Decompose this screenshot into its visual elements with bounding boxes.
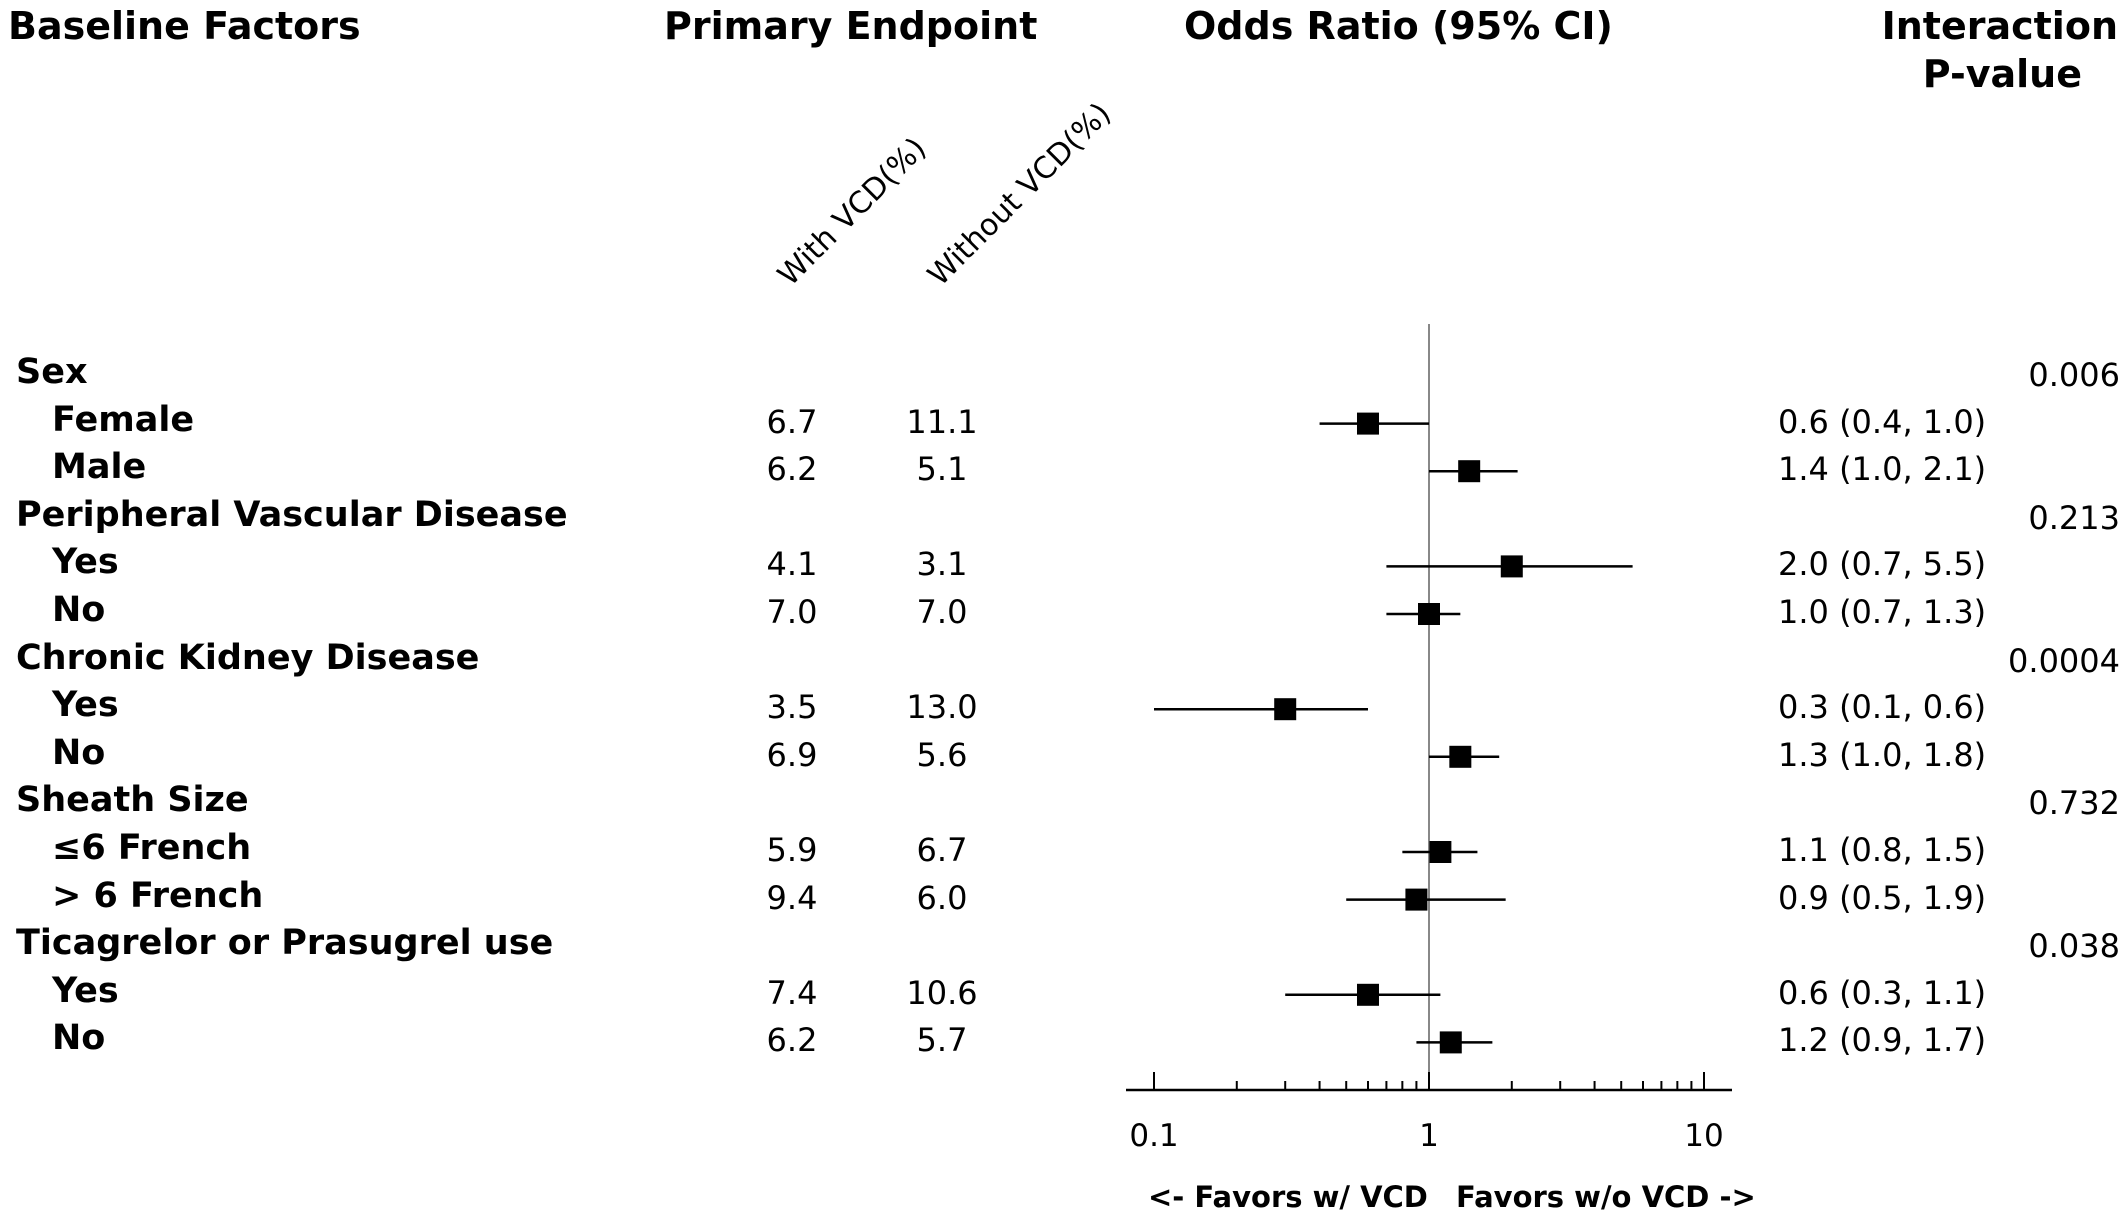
without-vcd-value: 6.7 bbox=[916, 831, 968, 869]
odds-ratio-ci-text: 0.3 (0.1, 0.6) bbox=[1778, 688, 1987, 727]
with-vcd-value: 7.4 bbox=[766, 973, 818, 1012]
odds-ratio-ci-text: 1.2 (0.9, 1.7) bbox=[1778, 1021, 1987, 1060]
subgroup-label: No bbox=[52, 1018, 106, 1059]
group-label: Sheath Size bbox=[16, 780, 249, 821]
without-vcd-value: 3.1 bbox=[916, 545, 968, 584]
without-vcd-value: 10.6 bbox=[906, 973, 978, 1012]
point-estimate-marker bbox=[1274, 698, 1297, 721]
odds-ratio-ci-text: 1.4 (1.0, 2.1) bbox=[1778, 450, 1987, 489]
point-estimate-marker bbox=[1500, 555, 1523, 578]
odds-ratio-ci-text: 0.6 (0.4, 1.0) bbox=[1778, 402, 1987, 441]
group-label: Peripheral Vascular Disease bbox=[16, 494, 568, 535]
x-tick-label: 10 bbox=[1684, 1118, 1723, 1154]
header-odds-ratio: Odds Ratio (95% CI) bbox=[1184, 4, 1613, 48]
header-primary-endpoint: Primary Endpoint bbox=[664, 4, 1038, 48]
x-tick-label: 0.1 bbox=[1129, 1118, 1178, 1154]
point-estimate-marker bbox=[1405, 888, 1428, 911]
interaction-pvalue: 0.732 bbox=[2028, 784, 2120, 823]
without-vcd-value: 6.0 bbox=[916, 878, 968, 917]
subgroup-label: Yes bbox=[52, 542, 119, 583]
without-vcd-value: 5.7 bbox=[916, 1021, 968, 1060]
subgroup-label: Yes bbox=[52, 970, 119, 1011]
group-label: Sex bbox=[16, 352, 88, 392]
without-vcd-value: 7.0 bbox=[916, 593, 968, 631]
odds-ratio-ci-text: 1.3 (1.0, 1.8) bbox=[1778, 735, 1987, 774]
subgroup-label: No bbox=[52, 732, 106, 773]
without-vcd-value: 5.1 bbox=[916, 450, 968, 489]
group-label: Ticagrelor or Prasugrel use bbox=[16, 923, 554, 964]
subgroup-label: Male bbox=[52, 447, 147, 488]
favors-left-label: <- Favors w/ VCD bbox=[1148, 1180, 1428, 1214]
with-vcd-value: 5.9 bbox=[766, 831, 818, 869]
point-estimate-marker bbox=[1356, 983, 1379, 1006]
subgroup-label: > 6 French bbox=[52, 875, 264, 916]
x-tick-label: 1 bbox=[1419, 1118, 1439, 1154]
group-label: Chronic Kidney Disease bbox=[16, 637, 480, 678]
with-vcd-value: 6.9 bbox=[766, 735, 818, 774]
without-vcd-value: 5.6 bbox=[916, 735, 968, 774]
odds-ratio-ci-text: 0.9 (0.5, 1.9) bbox=[1778, 878, 1987, 917]
point-estimate-marker bbox=[1429, 841, 1452, 863]
with-vcd-value: 6.7 bbox=[766, 402, 818, 441]
odds-ratio-ci-text: 2.0 (0.7, 5.5) bbox=[1778, 545, 1987, 584]
point-estimate-marker bbox=[1356, 412, 1379, 435]
with-vcd-value: 7.0 bbox=[766, 593, 818, 631]
point-estimate-marker bbox=[1449, 745, 1472, 768]
with-vcd-value: 6.2 bbox=[766, 1021, 818, 1060]
subgroup-label: ≤6 French bbox=[52, 828, 252, 868]
odds-ratio-ci-text: 1.0 (0.7, 1.3) bbox=[1778, 593, 1987, 631]
with-vcd-value: 3.5 bbox=[766, 688, 818, 727]
favors-right-label: Favors w/o VCD -> bbox=[1456, 1180, 1756, 1214]
with-vcd-value: 6.2 bbox=[766, 450, 818, 489]
header-interaction: Interaction bbox=[1881, 4, 2118, 48]
subgroup-label: Yes bbox=[52, 685, 119, 726]
odds-ratio-ci-text: 0.6 (0.3, 1.1) bbox=[1778, 973, 1987, 1012]
without-vcd-value: 11.1 bbox=[906, 402, 978, 441]
odds-ratio-ci-text: 1.1 (0.8, 1.5) bbox=[1778, 831, 1987, 869]
subgroup-label: Female bbox=[52, 399, 195, 440]
point-estimate-marker bbox=[1418, 603, 1440, 625]
point-estimate-marker bbox=[1458, 460, 1481, 483]
without-vcd-value: 13.0 bbox=[906, 688, 978, 727]
interaction-pvalue: 0.0004 bbox=[2008, 641, 2120, 680]
interaction-pvalue: 0.038 bbox=[2028, 927, 2120, 966]
interaction-pvalue: 0.006 bbox=[2028, 356, 2120, 394]
with-vcd-value: 4.1 bbox=[766, 545, 818, 584]
header-pvalue: P-value bbox=[1922, 52, 2082, 96]
subgroup-label: No bbox=[52, 590, 106, 630]
point-estimate-marker bbox=[1439, 1031, 1462, 1054]
interaction-pvalue: 0.213 bbox=[2028, 498, 2120, 537]
header-baseline-factors: Baseline Factors bbox=[8, 4, 361, 48]
with-vcd-value: 9.4 bbox=[766, 878, 818, 917]
